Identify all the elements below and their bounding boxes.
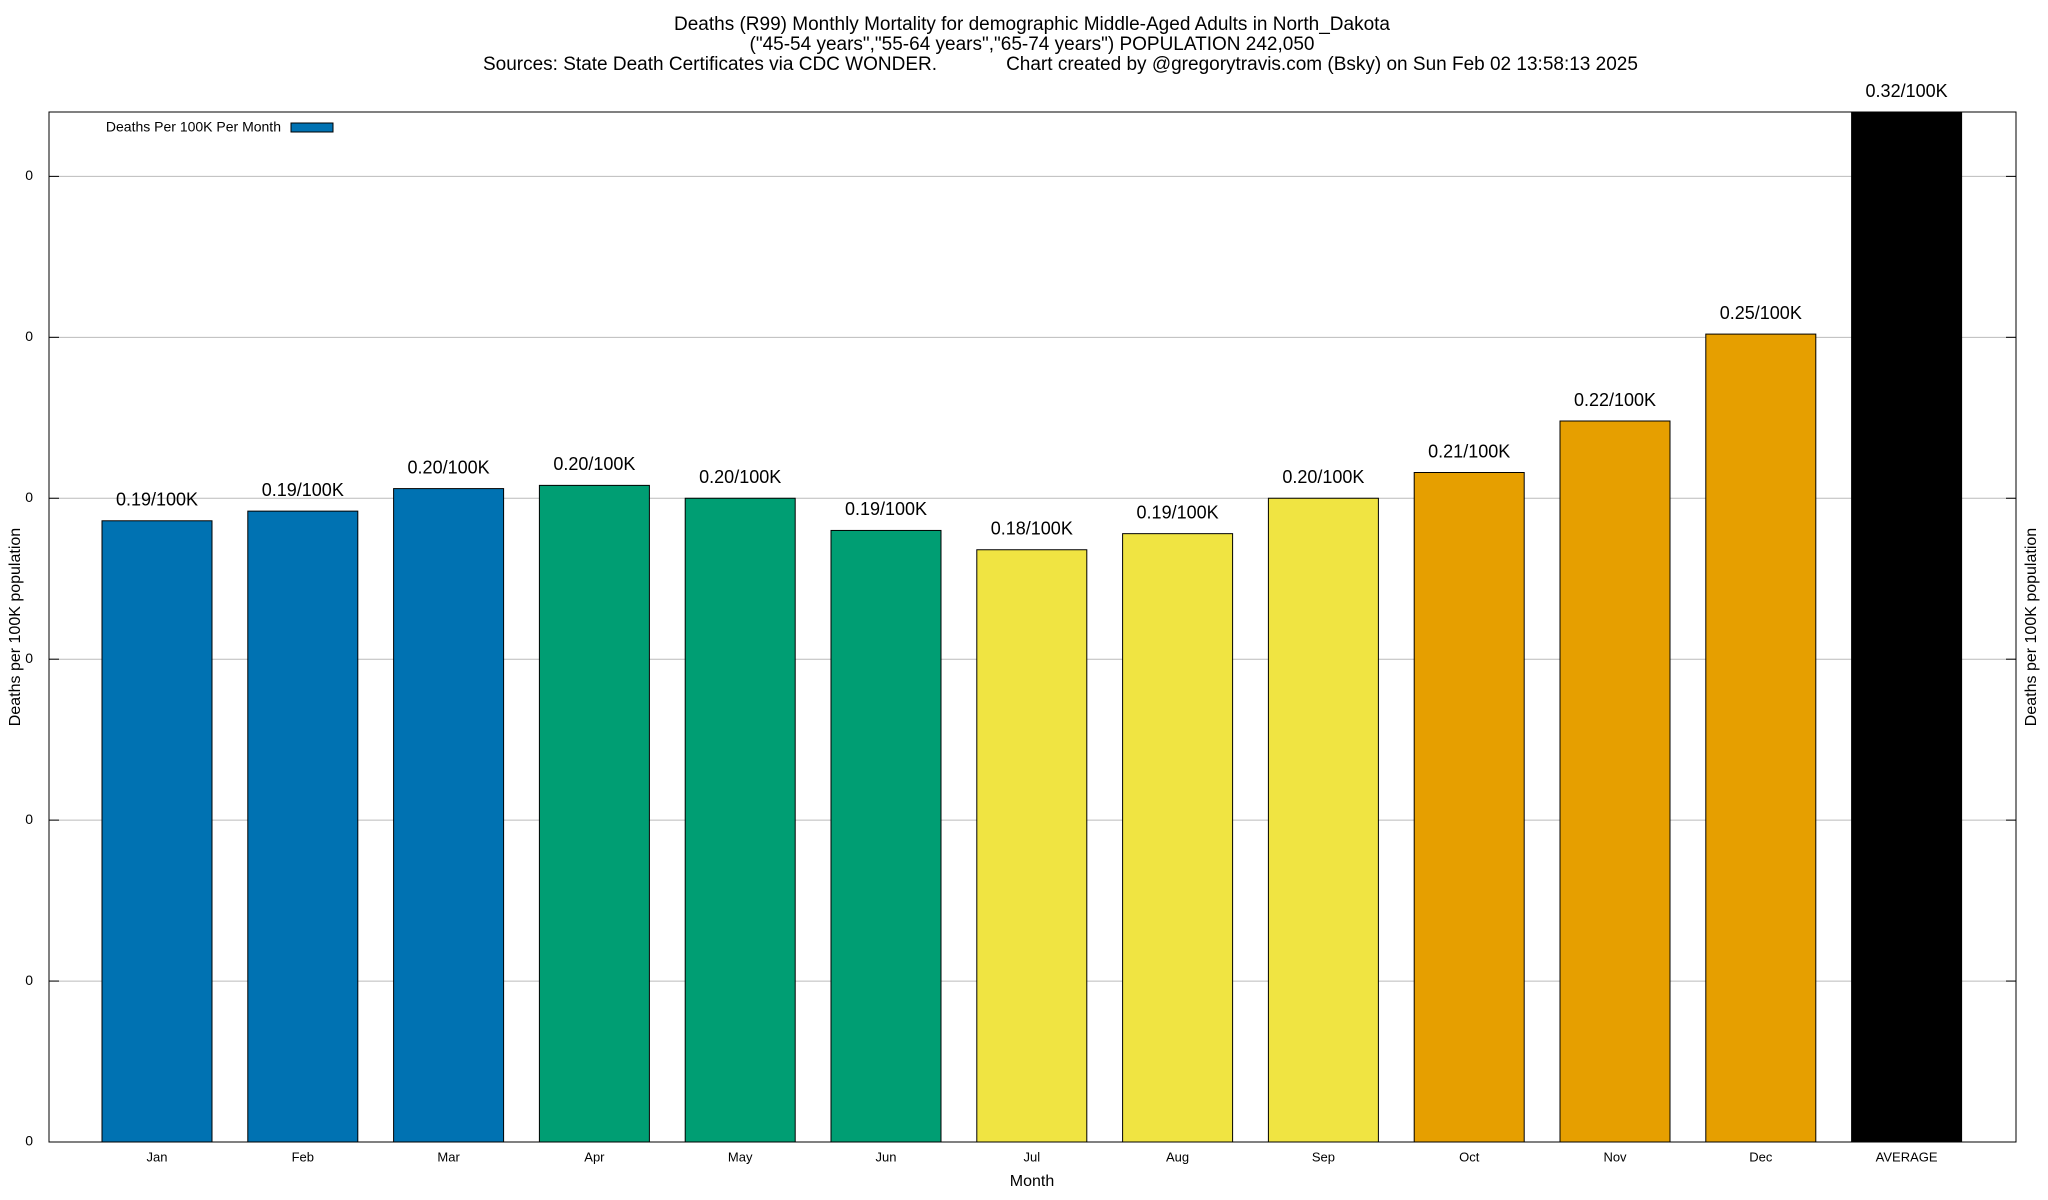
y-tick-label: 0	[25, 489, 33, 505]
value-label: 0.18/100K	[991, 519, 1073, 539]
value-label: 0.20/100K	[699, 467, 781, 487]
y-tick-label: 0	[25, 328, 33, 344]
value-label: 0.19/100K	[116, 490, 198, 510]
x-tick-label: Feb	[292, 1149, 314, 1164]
x-axis-label: Month	[1010, 1173, 1054, 1190]
value-label: 0.19/100K	[1137, 502, 1219, 522]
y-tick-label: 0	[25, 650, 33, 666]
y2-axis-label: Deaths per 100K population	[2023, 528, 2040, 726]
chart-subtitle: ("45-54 years","55-64 years","65-74 year…	[750, 34, 1315, 55]
value-label: 0.19/100K	[262, 480, 344, 500]
bar	[1267, 497, 1379, 1143]
y-axis-label: Deaths per 100K population	[7, 528, 24, 726]
value-label: 0.19/100K	[845, 499, 927, 519]
y-tick-label: 0	[25, 167, 33, 183]
y-tick-label: 0	[25, 811, 33, 827]
x-tick-label: Jul	[1023, 1149, 1040, 1164]
value-label: 0.32/100K	[1866, 81, 1948, 101]
x-tick-label: Dec	[1749, 1149, 1773, 1164]
x-tick-label: May	[728, 1149, 753, 1164]
value-label: 0.22/100K	[1574, 390, 1656, 410]
chart-title: Deaths (R99) Monthly Mortality for demog…	[674, 14, 1390, 35]
bar	[830, 529, 942, 1143]
bar	[1559, 420, 1671, 1143]
source: Sources: State Death Certificates via CD…	[483, 54, 937, 75]
bar	[1122, 533, 1234, 1143]
x-tick-label: Jan	[147, 1149, 168, 1164]
credit: Chart created by @gregorytravis.com (Bsk…	[1006, 54, 1638, 75]
bar	[1705, 333, 1817, 1143]
x-tick-label: Sep	[1312, 1149, 1335, 1164]
x-tick-label: Jun	[876, 1149, 897, 1164]
bar	[538, 484, 650, 1143]
x-tick-label: Apr	[584, 1149, 605, 1164]
plot-frame	[48, 111, 2017, 1143]
value-label: 0.20/100K	[1282, 467, 1364, 487]
bar	[1413, 472, 1525, 1143]
x-tick-label: Aug	[1166, 1149, 1189, 1164]
value-label: 0.20/100K	[553, 454, 635, 474]
value-label: 0.25/100K	[1720, 303, 1802, 323]
y-tick-label: 0	[25, 1133, 33, 1149]
y-tick-label: 0	[25, 972, 33, 988]
bar	[1851, 111, 1963, 1143]
bar	[247, 510, 359, 1143]
x-tick-label: Nov	[1603, 1149, 1627, 1164]
bar	[684, 497, 796, 1143]
bar	[101, 520, 213, 1143]
value-label: 0.20/100K	[408, 457, 490, 477]
bar	[393, 488, 505, 1143]
x-tick-label: AVERAGE	[1876, 1149, 1938, 1164]
legend-swatch	[290, 122, 334, 133]
x-tick-label: Mar	[437, 1149, 460, 1164]
x-tick-label: Oct	[1459, 1149, 1480, 1164]
legend-label: Deaths Per 100K Per Month	[106, 119, 281, 135]
value-label: 0.21/100K	[1428, 441, 1510, 461]
bar	[976, 549, 1088, 1143]
